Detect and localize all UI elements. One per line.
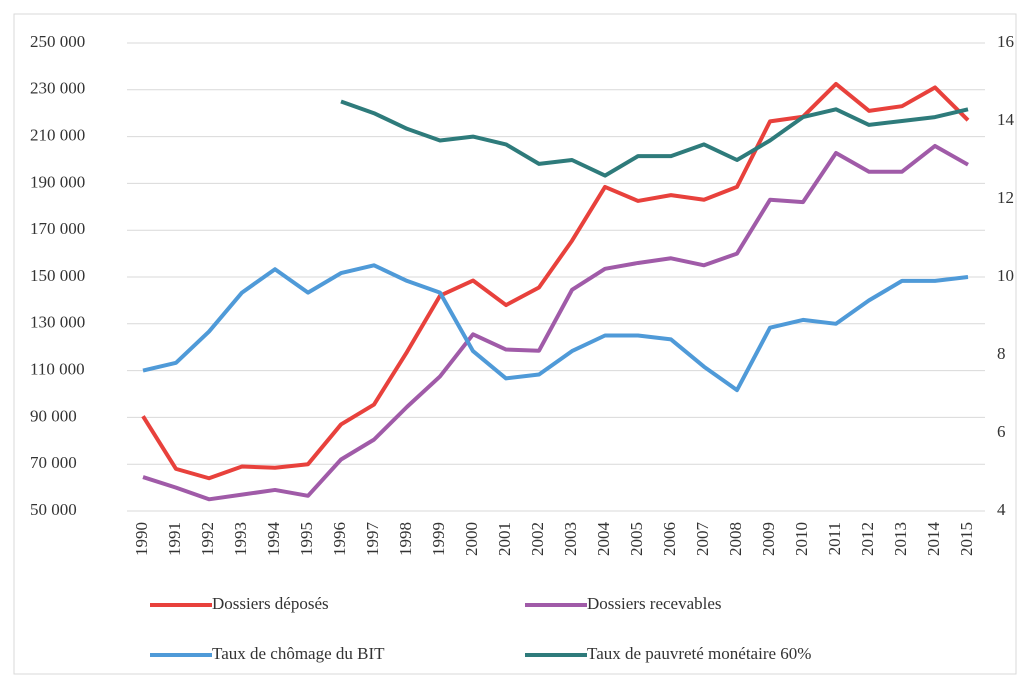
x-tick-label: 2013 (891, 522, 910, 556)
x-tick-label: 1999 (429, 522, 448, 556)
y-tick-label: 70 000 (30, 453, 77, 472)
x-tick-label: 2005 (627, 522, 646, 556)
y2-tick-label: 12 (997, 188, 1014, 207)
y-tick-label: 110 000 (30, 360, 85, 379)
x-tick-label: 2001 (495, 522, 514, 556)
x-tick-label: 1993 (231, 522, 250, 556)
x-tick-label: 1990 (132, 522, 151, 556)
x-tick-label: 1991 (165, 522, 184, 556)
x-tick-label: 2011 (825, 522, 844, 555)
y-tick-label: 90 000 (30, 406, 77, 425)
legend-label: Taux de pauvreté monétaire 60% (587, 644, 811, 663)
x-tick-label: 1992 (198, 522, 217, 556)
series-line (340, 99, 969, 178)
y-tick-label: 150 000 (30, 266, 85, 285)
y-tick-label: 190 000 (30, 172, 85, 191)
x-tick-label: 2014 (924, 522, 943, 557)
x-tick-label: 2012 (858, 522, 877, 556)
y-tick-label: 230 000 (30, 79, 85, 98)
x-tick-label: 1996 (330, 522, 349, 556)
y2-tick-label: 10 (997, 266, 1014, 285)
x-tick-label: 2009 (759, 522, 778, 556)
y-tick-label: 130 000 (30, 313, 85, 332)
series-line (141, 81, 970, 481)
y2-tick-label: 16 (997, 32, 1014, 51)
x-tick-label: 2015 (957, 522, 976, 556)
chart-border (13, 13, 1017, 675)
series-line (142, 143, 969, 502)
legend-label: Taux de chômage du BIT (212, 644, 385, 663)
x-tick-label: 2002 (528, 522, 547, 556)
y2-tick-label: 6 (997, 422, 1006, 441)
x-tick-label: 1998 (396, 522, 415, 556)
y-tick-label: 170 000 (30, 219, 85, 238)
x-tick-label: 2003 (561, 522, 580, 556)
x-tick-label: 1997 (363, 522, 382, 557)
y-tick-label: 250 000 (30, 32, 85, 51)
x-tick-label: 2000 (462, 522, 481, 556)
y2-tick-label: 14 (997, 110, 1015, 129)
legend-label: Dossiers recevables (587, 594, 722, 613)
y2-tick-label: 8 (997, 344, 1006, 363)
series-line (142, 263, 969, 393)
y-tick-label: 50 000 (30, 500, 77, 519)
x-tick-label: 2007 (693, 522, 712, 557)
x-tick-label: 1994 (264, 522, 283, 557)
legend-label: Dossiers déposés (212, 594, 329, 613)
x-tick-label: 2010 (792, 522, 811, 556)
y2-tick-label: 4 (997, 500, 1006, 519)
y-tick-label: 210 000 (30, 126, 85, 145)
x-tick-label: 2008 (726, 522, 745, 556)
x-tick-label: 2004 (594, 522, 613, 557)
x-tick-label: 1995 (297, 522, 316, 556)
x-tick-label: 2006 (660, 522, 679, 556)
